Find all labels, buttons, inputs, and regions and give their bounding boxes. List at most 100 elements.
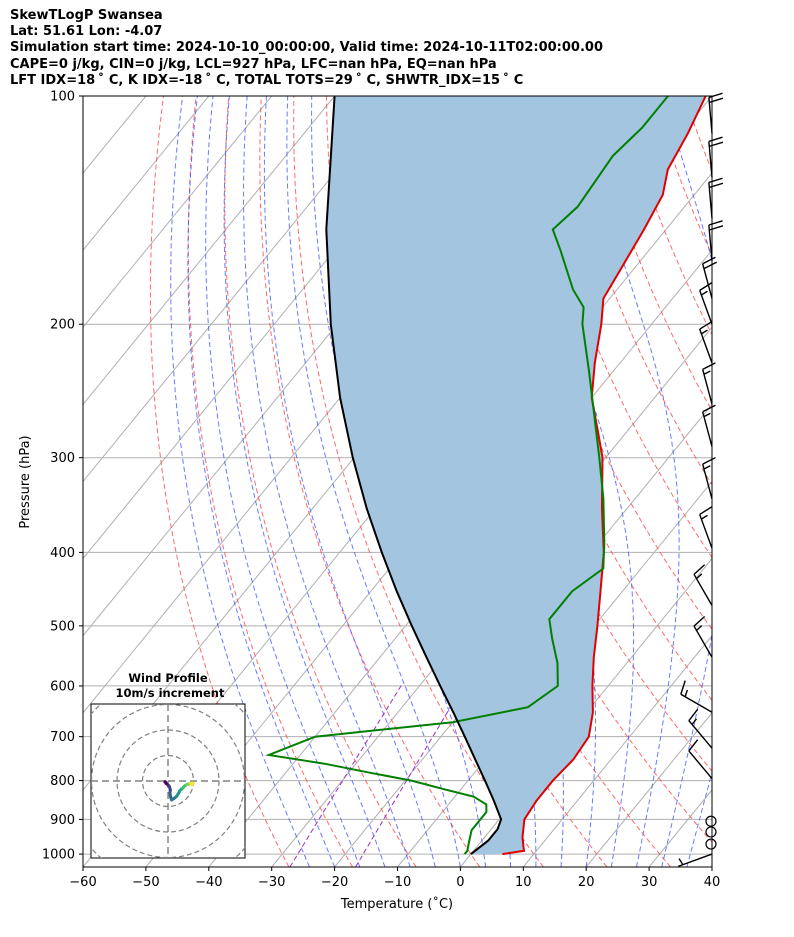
y-tick-label: 1000 xyxy=(42,848,75,863)
moist-adiabat xyxy=(170,96,310,867)
dry-adiabat xyxy=(783,96,794,867)
moist-adiabat xyxy=(286,96,461,867)
barb-half-flag xyxy=(703,412,711,418)
wind-barb xyxy=(699,320,713,364)
x-tick-label: −20 xyxy=(321,875,348,890)
y-tick-label: 700 xyxy=(50,730,75,745)
moist-adiabat xyxy=(243,96,411,867)
barb-shaft xyxy=(708,224,713,261)
barb-flag xyxy=(688,708,699,722)
dry-adiabat xyxy=(187,96,353,867)
calm-wind-circle xyxy=(705,815,717,827)
moist-adiabat xyxy=(711,865,712,867)
barb-flag xyxy=(680,680,686,695)
moist-adiabat xyxy=(187,96,336,867)
x-tick-label: −30 xyxy=(258,875,285,890)
moist-adiabat xyxy=(205,96,361,867)
x-tick-label: −40 xyxy=(195,875,222,890)
barb-flag xyxy=(699,282,713,291)
mixing-ratio-line xyxy=(355,685,464,867)
header-indices-2: LFT IDX=18 ˚ C, K IDX=-18 ˚ C, TOTAL TOT… xyxy=(10,72,524,88)
barb-flag xyxy=(699,320,713,330)
barb-shaft xyxy=(680,693,713,713)
isotherm-line xyxy=(711,866,712,867)
wind-barb xyxy=(702,456,716,500)
moist-adiabat xyxy=(223,96,386,867)
x-tick-label: 30 xyxy=(641,875,658,890)
wind-barb xyxy=(677,853,713,868)
barb-shaft xyxy=(708,141,713,178)
dry-adiabat xyxy=(750,96,794,867)
barb-shaft xyxy=(693,573,713,606)
dewpoint-line xyxy=(265,96,669,855)
moist-adiabat xyxy=(577,96,680,867)
y-tick-label: 100 xyxy=(50,90,75,105)
barb-half-flag xyxy=(701,329,708,335)
barb-flag xyxy=(709,141,724,148)
wind-barb xyxy=(680,680,713,713)
hodograph-segment xyxy=(189,782,194,787)
dry-adiabat xyxy=(651,96,712,257)
header-times: Simulation start time: 2024-10-10_00:00:… xyxy=(10,40,603,56)
wind-barb xyxy=(708,177,724,219)
wind-barb xyxy=(708,136,724,178)
y-tick-label: 400 xyxy=(50,546,75,561)
wind-barb xyxy=(702,362,716,405)
plot-series xyxy=(265,96,707,856)
barb-flag xyxy=(693,564,706,575)
header-location: Lat: 51.61 Lon: -4.07 xyxy=(10,24,163,40)
barb-flag xyxy=(709,225,724,231)
barb-half-flag xyxy=(691,718,698,725)
isotherm-line xyxy=(334,403,712,867)
dry-adiabat xyxy=(717,96,794,867)
barb-flag xyxy=(708,220,723,226)
wind-barb xyxy=(708,220,724,261)
wind-barb xyxy=(688,739,713,780)
hodograph-title: Wind Profile xyxy=(128,671,208,685)
dry-adiabat xyxy=(586,96,712,412)
barb-flag xyxy=(702,404,716,413)
barb-flag xyxy=(688,739,699,752)
hodograph-subtitle: 10m/s increment xyxy=(116,686,225,700)
moist-adiabat xyxy=(686,770,712,867)
barb-flag xyxy=(709,182,724,189)
barb-flag xyxy=(702,456,716,465)
barb-half-flag xyxy=(703,465,711,470)
moist-adiabat xyxy=(263,96,436,867)
barb-shaft xyxy=(693,625,713,658)
y-tick-label: 300 xyxy=(50,451,75,466)
barb-flag xyxy=(708,92,723,99)
x-tick-label: 10 xyxy=(515,875,532,890)
x-axis-title: Temperature (˚C) xyxy=(340,896,453,912)
wind-barb xyxy=(702,404,716,447)
wind-barbs xyxy=(677,92,724,868)
calm-wind-circle xyxy=(705,838,717,850)
hodograph-area xyxy=(91,704,245,858)
header-title: SkewTLogP Swansea xyxy=(10,8,163,23)
barb-shaft xyxy=(699,514,713,549)
barb-shaft xyxy=(702,263,713,299)
x-tick-label: −50 xyxy=(132,875,159,890)
x-tick-label: 0 xyxy=(456,875,464,890)
barb-flag xyxy=(702,256,716,265)
dry-adiabat xyxy=(553,96,712,486)
cape-shading xyxy=(326,96,706,855)
y-axis-title: Pressure (hPa) xyxy=(18,435,33,528)
parcel-path-line xyxy=(325,96,503,855)
x-tick-label: −60 xyxy=(69,875,96,890)
barb-half-flag xyxy=(696,625,703,631)
barb-half-flag xyxy=(701,290,708,296)
chart-header: SkewTLogP Swansea Lat: 51.61 Lon: -4.07 … xyxy=(10,8,603,89)
barb-flag xyxy=(709,97,724,104)
isotherm-line xyxy=(83,96,398,483)
moist-adiabat xyxy=(661,96,712,867)
isotherm-line xyxy=(648,789,712,867)
header-indices-1: CAPE=0 j/kg, CIN=0 j/kg, LCL=927 hPa, LF… xyxy=(10,56,497,72)
barb-shaft xyxy=(677,853,713,868)
wind-barb xyxy=(702,256,718,299)
barb-shaft xyxy=(708,182,713,219)
barb-shaft xyxy=(688,750,713,780)
isotherm-line xyxy=(83,96,273,329)
